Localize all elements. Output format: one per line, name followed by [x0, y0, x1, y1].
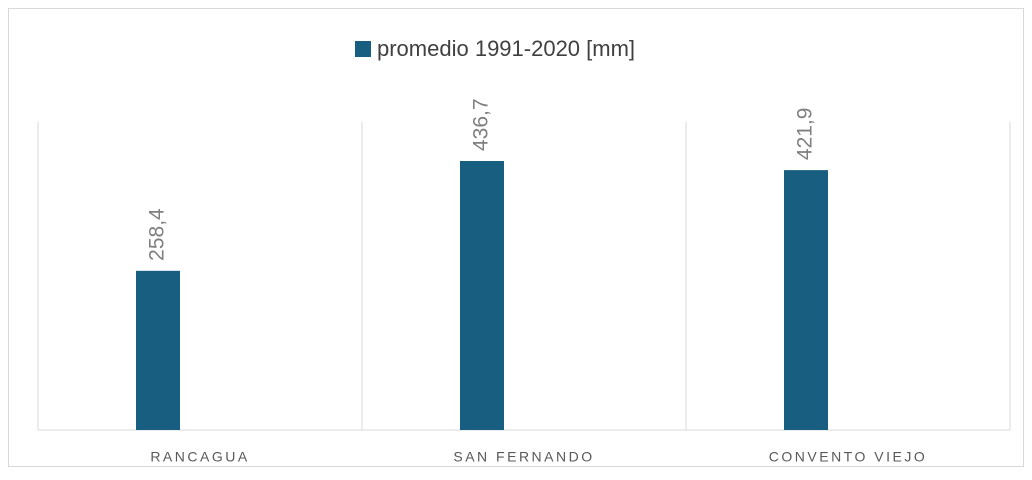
- legend-swatch: [355, 41, 371, 57]
- x-tick-label: CONVENTO VIEJO: [769, 449, 927, 465]
- data-label: 421,9: [794, 108, 817, 161]
- bar: [784, 170, 828, 430]
- data-label: 436,7: [470, 98, 493, 151]
- bar: [460, 160, 504, 430]
- legend-label: promedio 1991-2020 [mm]: [377, 36, 635, 61]
- bar: [136, 270, 180, 430]
- data-label: 258,4: [146, 208, 169, 261]
- x-tick-label: SAN FERNANDO: [453, 449, 594, 465]
- x-tick-label: RANCAGUA: [150, 449, 249, 465]
